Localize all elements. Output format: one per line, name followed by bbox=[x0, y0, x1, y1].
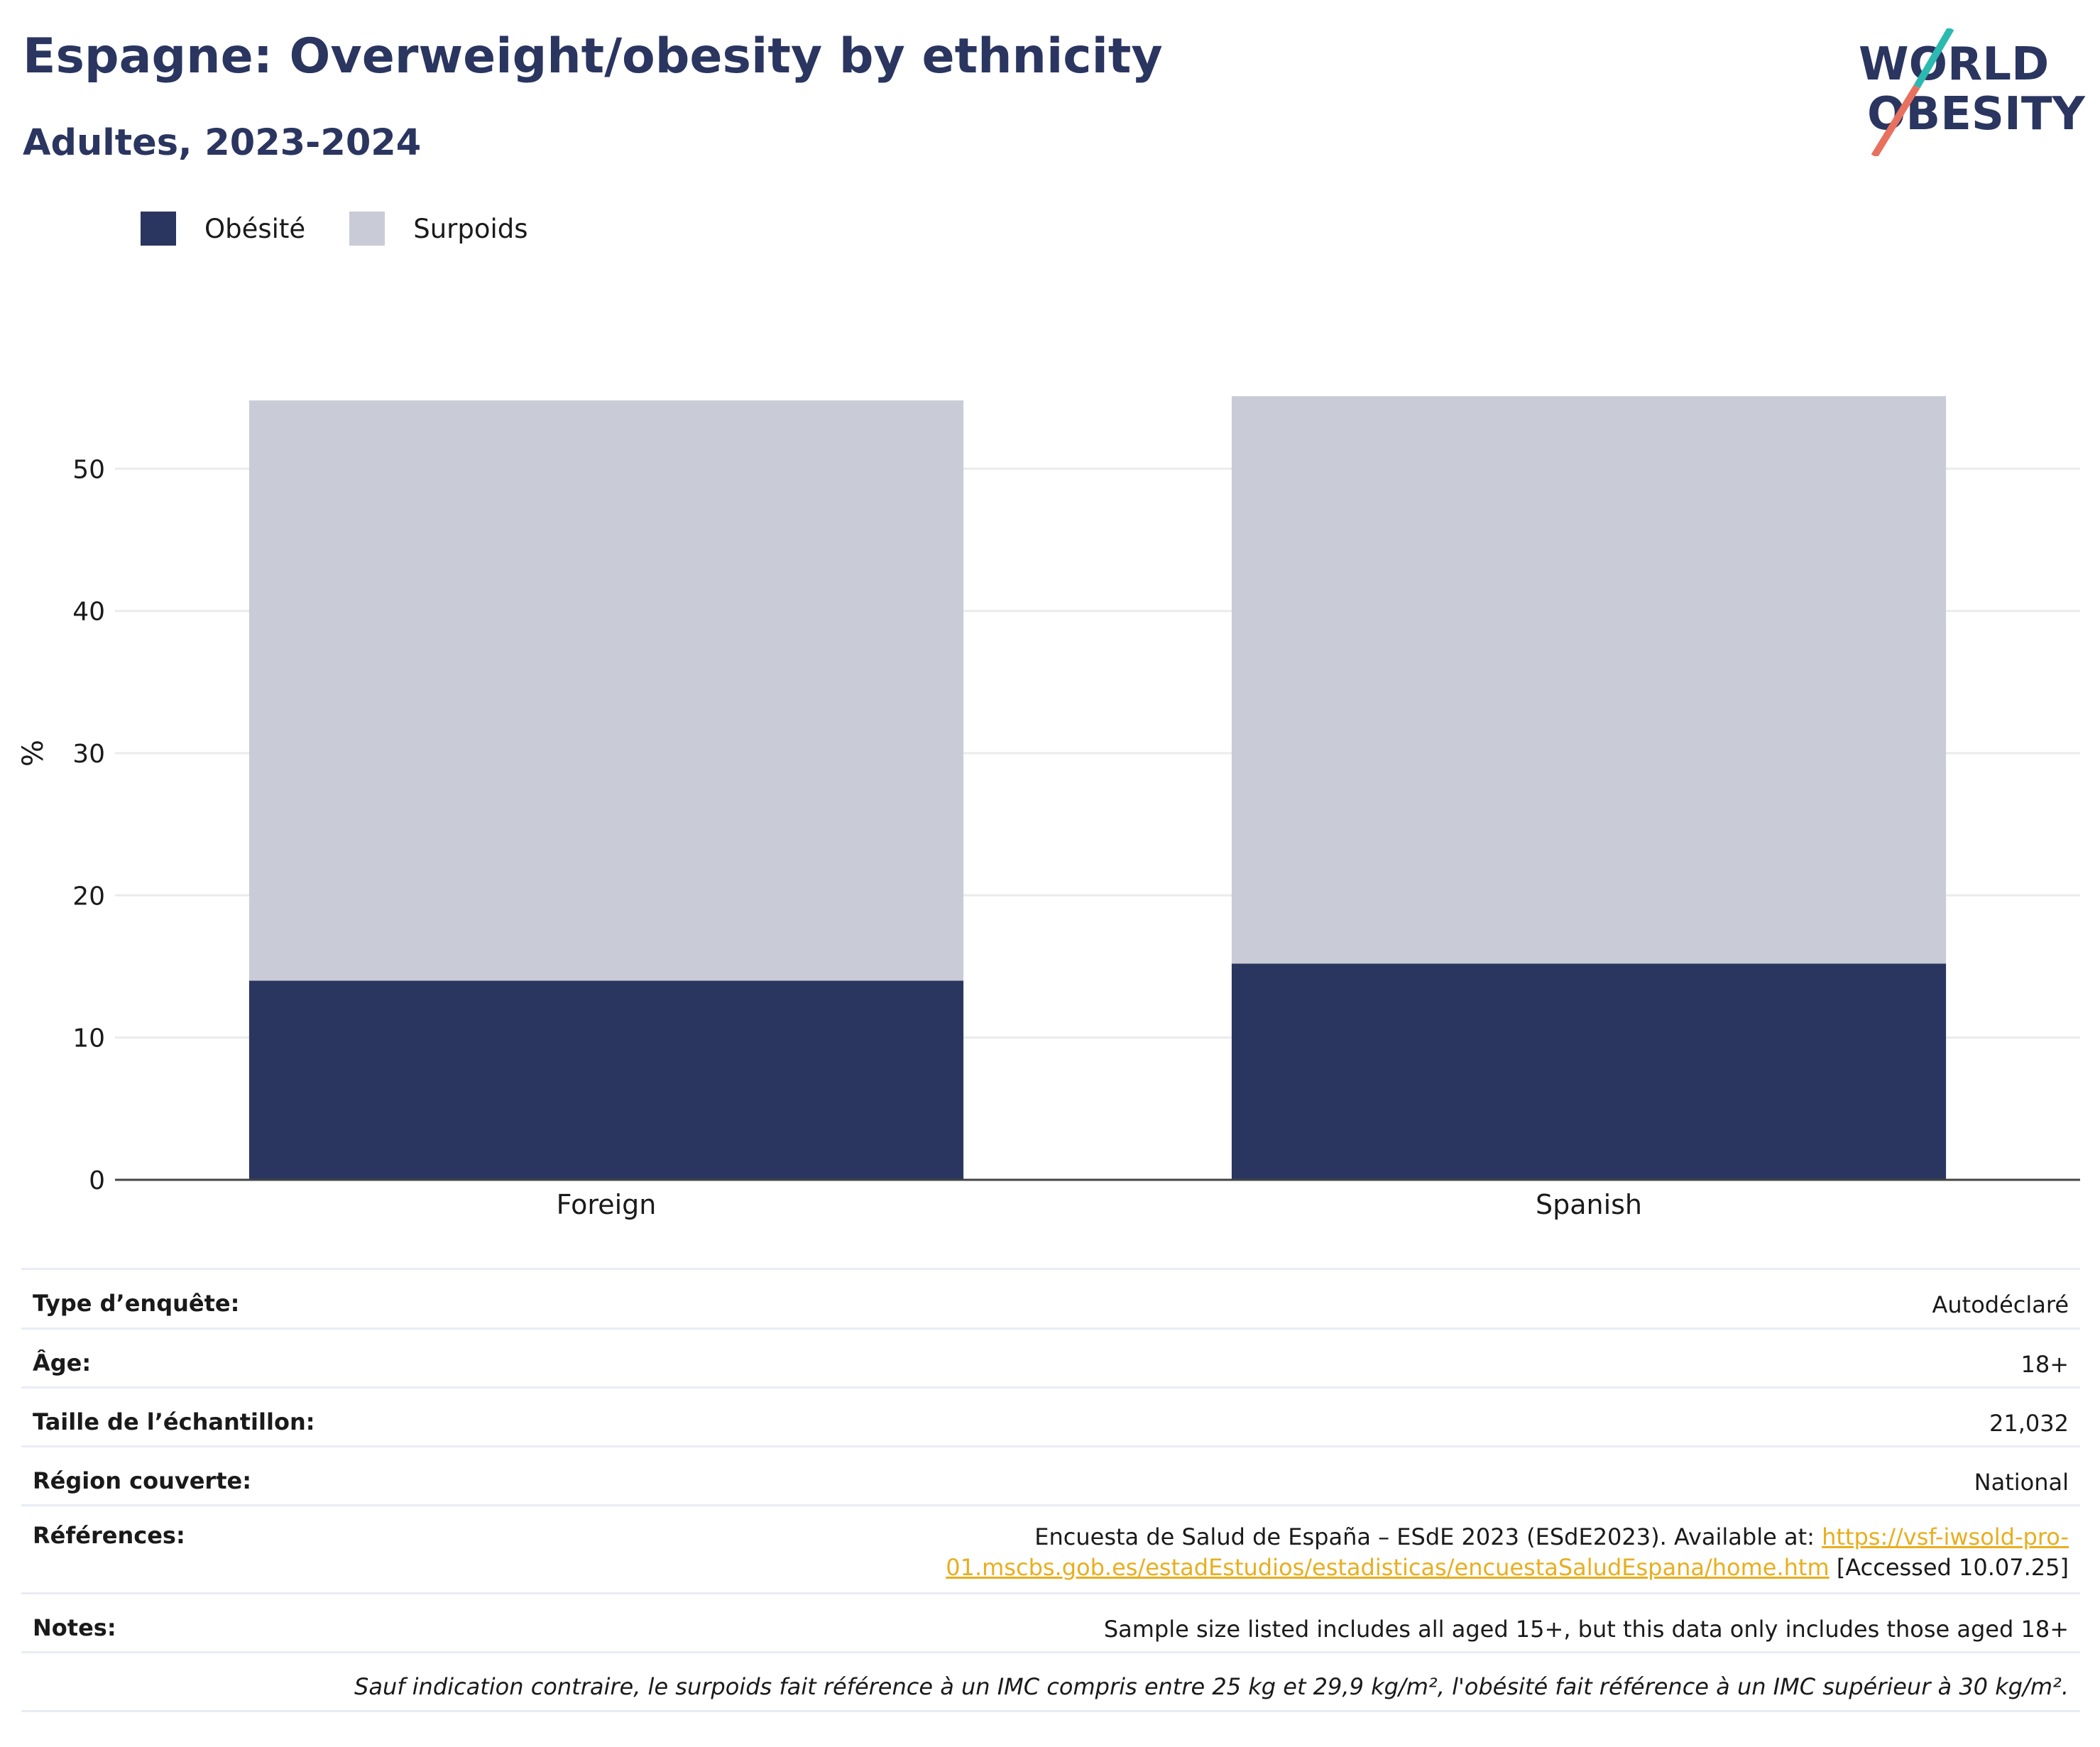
y-tick-label-10: 10 bbox=[72, 1024, 105, 1053]
bar-foreign-obesite bbox=[248, 980, 964, 1180]
x-tick-label-foreign: Foreign bbox=[557, 1189, 657, 1220]
logo-slash-coral bbox=[1871, 84, 1920, 156]
age-value: 18+ bbox=[2020, 1351, 2069, 1378]
y-tick-label-40: 40 bbox=[72, 598, 105, 627]
survey-type-label: Type d’enquête: bbox=[33, 1290, 240, 1317]
bar-spanish-surpoids bbox=[1231, 396, 1947, 964]
sample-size-label: Taille de l’échantillon: bbox=[33, 1408, 315, 1435]
chart-legend: Obésité Surpoids bbox=[141, 212, 572, 246]
survey-type-value: Autodéclaré bbox=[1932, 1291, 2069, 1318]
legend-item-obesite[interactable]: Obésité bbox=[141, 212, 305, 246]
legend-label-surpoids: Surpoids bbox=[413, 213, 528, 244]
page-subtitle: Adultes, 2023-2024 bbox=[23, 122, 422, 164]
y-tick-label-50: 50 bbox=[72, 455, 105, 484]
references-link-1[interactable]: https://vsf-iwsold-pro- bbox=[1822, 1523, 2069, 1550]
x-tick-label-spanish: Spanish bbox=[1536, 1189, 1642, 1220]
region-value: National bbox=[1974, 1469, 2069, 1496]
references-value: Encuesta de Salud de España – ESdE 2023 … bbox=[946, 1522, 2069, 1583]
info-row-footnote: Sauf indication contraire, le surpoids f… bbox=[21, 1651, 2080, 1712]
stacked-bar-chart: 0 10 20 30 40 50 Foreign Spanish% bbox=[17, 396, 2080, 1220]
info-row-references: Références: Encuesta de Salud de España … bbox=[21, 1504, 2080, 1592]
sample-size-value: 21,032 bbox=[1989, 1410, 2069, 1437]
info-row-notes: Notes: Sample size listed includes all a… bbox=[21, 1592, 2080, 1651]
y-tick-label-30: 30 bbox=[72, 740, 105, 769]
info-row-survey-type: Type d’enquête: Autodéclaré bbox=[21, 1268, 2080, 1327]
legend-swatch-obesite bbox=[141, 212, 176, 246]
info-row-sample-size: Taille de l’échantillon: 21,032 bbox=[21, 1386, 2080, 1445]
world-obesity-logo: WORLD OBESITY bbox=[1859, 28, 2085, 156]
region-label: Région couverte: bbox=[33, 1467, 251, 1494]
references-text: Encuesta de Salud de España – ESdE 2023 … bbox=[1034, 1523, 1822, 1550]
info-table: Type d’enquête: Autodéclaré Âge: 18+ Tai… bbox=[21, 1268, 2080, 1712]
references-accessed: [Accessed 10.07.25] bbox=[1829, 1554, 2069, 1582]
notes-value: Sample size listed includes all aged 15+… bbox=[1103, 1616, 2069, 1643]
page-title: Espagne: Overweight/obesity by ethnicity bbox=[23, 28, 1163, 84]
footnote: Sauf indication contraire, le surpoids f… bbox=[354, 1673, 2069, 1700]
references-label: Références: bbox=[33, 1522, 185, 1549]
info-row-region: Région couverte: National bbox=[21, 1445, 2080, 1504]
logo-slash-teal bbox=[1913, 28, 1954, 89]
age-label: Âge: bbox=[33, 1349, 92, 1376]
logo-line1: WORLD bbox=[1859, 38, 2049, 91]
bar-spanish-obesite bbox=[1231, 963, 1947, 1180]
info-row-age: Âge: 18+ bbox=[21, 1327, 2080, 1386]
legend-swatch-surpoids bbox=[349, 212, 385, 246]
bar-foreign-surpoids bbox=[248, 400, 964, 981]
notes-label: Notes: bbox=[33, 1614, 116, 1641]
y-tick-label-20: 20 bbox=[72, 882, 105, 911]
y-axis-label: % bbox=[17, 740, 50, 767]
legend-label-obesite: Obésité bbox=[204, 213, 306, 244]
references-link-2[interactable]: 01.mscbs.gob.es/estadEstudios/estadistic… bbox=[946, 1554, 1830, 1582]
y-tick-label-0: 0 bbox=[89, 1166, 105, 1195]
legend-item-surpoids[interactable]: Surpoids bbox=[349, 212, 528, 246]
